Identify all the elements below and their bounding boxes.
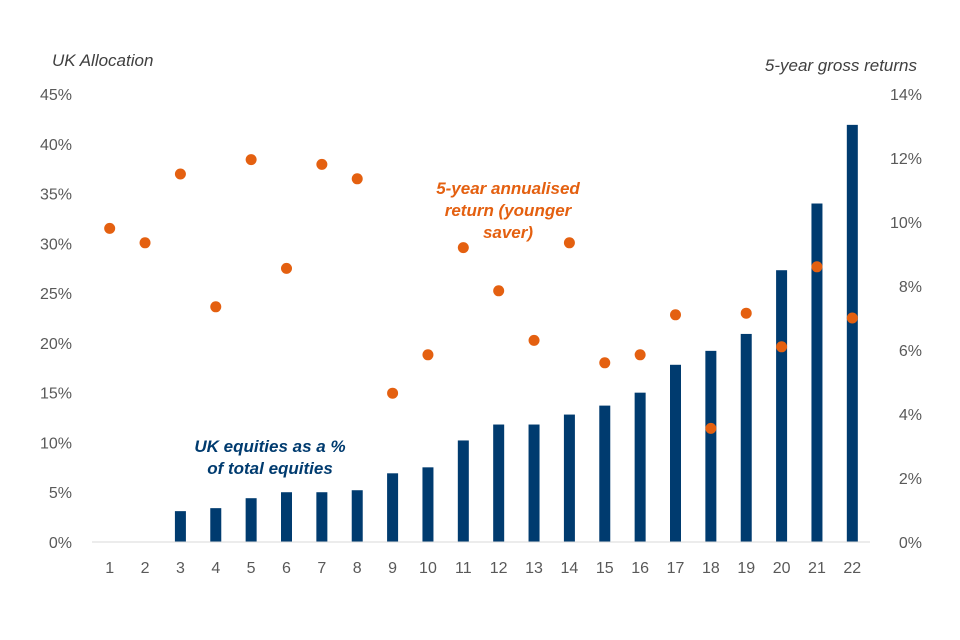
bar-22 — [846, 124, 858, 543]
left-tick-label: 35% — [40, 187, 72, 204]
x-tick-label: 22 — [843, 560, 861, 577]
left-tick-label: 15% — [40, 386, 72, 403]
point-2 — [139, 237, 151, 249]
equities-annotation-line: of total equities — [207, 459, 333, 478]
bar-20 — [776, 270, 788, 542]
point-12 — [493, 285, 505, 297]
point-16 — [634, 349, 646, 361]
right-tick-label: 6% — [899, 343, 922, 360]
left-axis-ticks: 0% 5% 10% 15% 20% 25% 30% 35% 40% 45% — [40, 87, 72, 552]
point-11 — [457, 242, 469, 254]
point-19 — [740, 307, 752, 319]
x-tick-label: 6 — [282, 560, 291, 577]
point-17 — [670, 309, 681, 321]
x-tick-label: 17 — [667, 560, 685, 577]
point-8 — [351, 173, 363, 185]
right-tick-label: 10% — [890, 215, 922, 232]
point-10 — [422, 349, 434, 361]
right-tick-label: 8% — [899, 279, 922, 296]
left-tick-label: 0% — [49, 535, 72, 552]
point-5 — [245, 154, 257, 166]
left-tick-label: 10% — [40, 435, 72, 452]
x-tick-label: 11 — [455, 560, 472, 577]
bar-19 — [740, 333, 752, 542]
point-4 — [210, 301, 222, 313]
bar-18 — [705, 350, 717, 542]
returns-annotation-line: return (younger — [444, 201, 572, 220]
bar-15 — [599, 405, 611, 542]
x-tick-label: 10 — [419, 560, 437, 577]
point-22 — [846, 312, 858, 324]
x-tick-label: 15 — [596, 560, 614, 577]
bar-7 — [316, 492, 328, 542]
bar-series — [174, 124, 858, 543]
left-tick-label: 25% — [40, 286, 72, 303]
point-3 — [174, 168, 186, 180]
point-20 — [776, 341, 788, 353]
point-9 — [387, 387, 399, 399]
bar-17 — [670, 364, 681, 542]
bar-14 — [563, 414, 575, 542]
x-tick-label: 18 — [702, 560, 720, 577]
left-tick-label: 40% — [40, 137, 72, 154]
bar-10 — [422, 467, 434, 542]
point-21 — [811, 261, 823, 273]
x-axis-ticks: 1 2 3 4 5 6 7 8 9 10 11 12 13 14 15 16 17 18 19 20 21 22 — [105, 560, 861, 577]
point-7 — [316, 158, 328, 170]
right-axis-title: 5-year gross returns — [764, 56, 917, 75]
bar-8 — [351, 490, 363, 542]
x-tick-label: 7 — [317, 560, 326, 577]
point-6 — [281, 262, 292, 274]
x-tick-label: 4 — [211, 560, 220, 577]
x-tick-label: 20 — [773, 560, 791, 577]
returns-annotation-line: 5-year annualised — [436, 179, 580, 198]
point-1 — [104, 222, 116, 234]
right-tick-label: 2% — [899, 471, 922, 488]
x-tick-label: 21 — [808, 560, 826, 577]
bar-13 — [528, 424, 540, 542]
returns-annotation: 5-year annualised return (younger saver) — [418, 178, 598, 244]
bar-6 — [281, 492, 292, 542]
bar-3 — [174, 511, 186, 542]
x-tick-label: 3 — [176, 560, 185, 577]
x-tick-label: 14 — [561, 560, 579, 577]
x-tick-label: 2 — [141, 560, 150, 577]
point-13 — [528, 334, 540, 346]
x-tick-label: 12 — [490, 560, 508, 577]
right-axis-ticks: 0% 2% 4% 6% 8% 10% 12% 14% — [890, 87, 922, 552]
equities-annotation-line: UK equities as a % — [194, 437, 346, 456]
point-15 — [599, 357, 611, 369]
right-tick-label: 12% — [890, 151, 922, 168]
x-tick-label: 16 — [631, 560, 649, 577]
point-14 — [563, 237, 575, 249]
equities-annotation: UK equities as a % of total equities — [180, 436, 360, 480]
x-tick-label: 5 — [247, 560, 256, 577]
bar-11 — [457, 440, 469, 542]
returns-annotation-line: saver) — [482, 223, 534, 242]
bar-16 — [634, 392, 646, 542]
x-tick-label: 8 — [353, 560, 362, 577]
left-tick-label: 20% — [40, 336, 72, 353]
x-tick-label: 13 — [525, 560, 543, 577]
right-tick-label: 0% — [899, 535, 922, 552]
left-axis-title: UK Allocation — [52, 51, 154, 70]
bar-5 — [245, 498, 257, 542]
x-tick-label: 9 — [388, 560, 397, 577]
right-tick-label: 4% — [899, 407, 922, 424]
left-tick-label: 30% — [40, 236, 72, 253]
x-tick-label: 19 — [737, 560, 755, 577]
bar-4 — [210, 508, 222, 542]
right-tick-label: 14% — [890, 87, 922, 104]
left-tick-label: 5% — [49, 485, 72, 502]
bar-21 — [811, 203, 823, 542]
x-tick-label: 1 — [105, 560, 114, 577]
scatter-series — [104, 154, 858, 434]
bar-12 — [493, 424, 505, 542]
left-tick-label: 45% — [40, 87, 72, 104]
point-18 — [705, 422, 717, 434]
bar-9 — [387, 473, 399, 542]
